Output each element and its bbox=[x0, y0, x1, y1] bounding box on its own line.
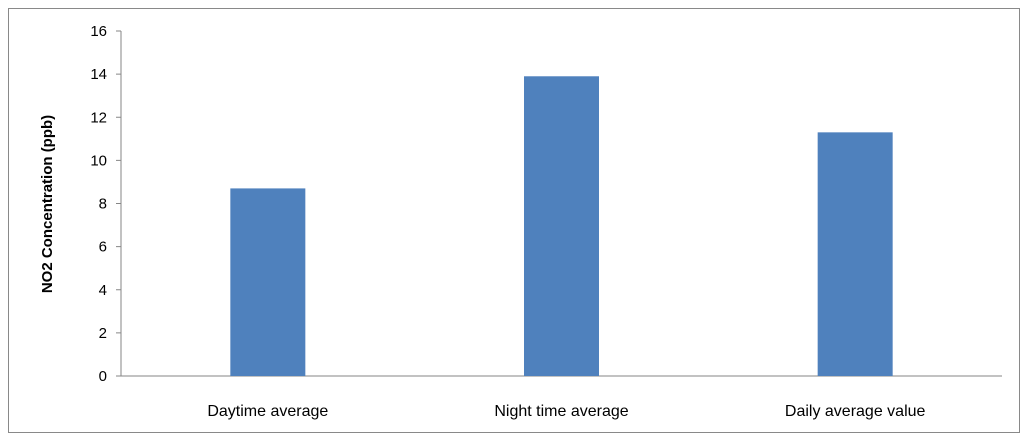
bar bbox=[524, 76, 599, 376]
y-tick-label: 10 bbox=[90, 152, 107, 169]
y-tick-label: 16 bbox=[90, 23, 107, 40]
y-axis-label: NO2 Concentration (ppb) bbox=[39, 115, 56, 293]
y-tick-label: 12 bbox=[90, 109, 107, 126]
y-tick-label: 8 bbox=[99, 196, 107, 213]
y-tick-labels: 0 2 4 6 8 10 12 14 16 bbox=[90, 23, 107, 385]
bar bbox=[230, 188, 306, 376]
x-category-label: Daily average value bbox=[785, 403, 926, 420]
y-tick-label: 14 bbox=[90, 66, 107, 83]
y-tick-label: 6 bbox=[99, 239, 107, 256]
bar bbox=[817, 132, 893, 376]
y-tick-label: 2 bbox=[99, 325, 107, 342]
y-tick-label: 4 bbox=[99, 282, 107, 299]
x-category-labels: Daytime average Night time average Daily a… bbox=[207, 403, 925, 420]
x-category-label: Daytime average bbox=[207, 403, 328, 420]
chart-bars bbox=[230, 76, 893, 376]
y-tick-label: 0 bbox=[99, 368, 107, 385]
x-category-label: Night time average bbox=[494, 403, 628, 420]
